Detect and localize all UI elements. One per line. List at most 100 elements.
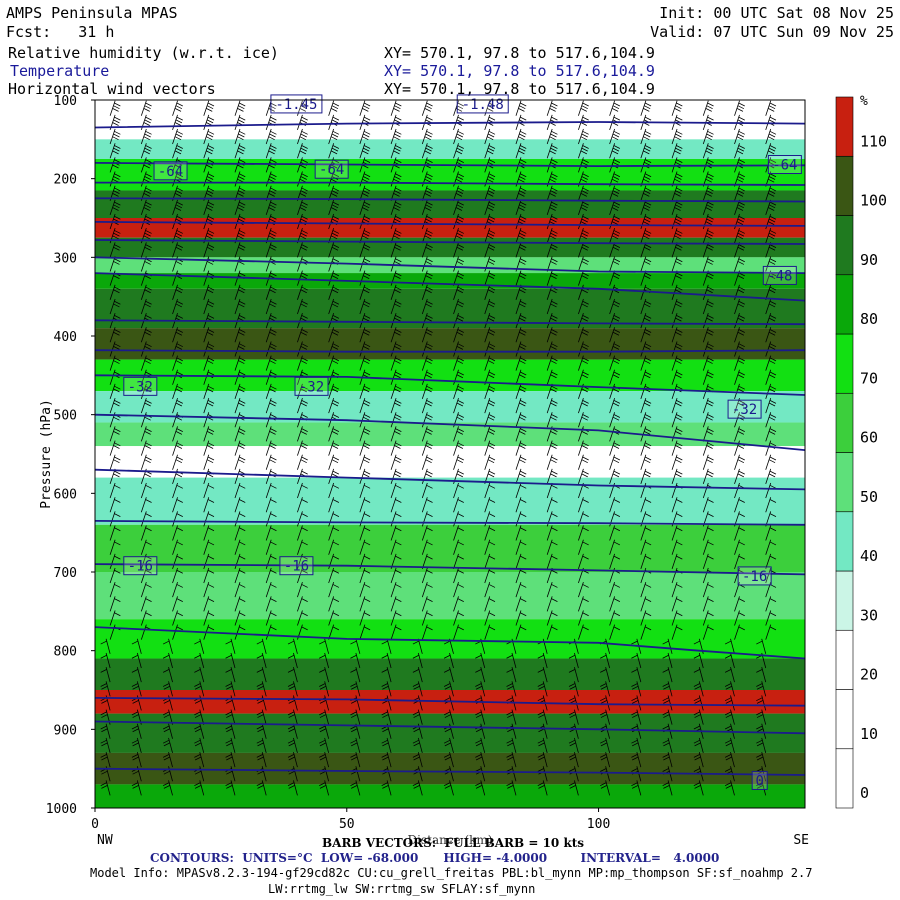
wind-barb — [484, 242, 496, 258]
wind-barb-flag — [288, 785, 295, 789]
colorbar-label: 40 — [860, 547, 878, 565]
wind-barb-flag — [145, 286, 152, 291]
wind-barb-flag — [706, 176, 713, 180]
wind-barb-flag — [644, 626, 652, 631]
wind-barb — [475, 751, 486, 768]
wind-barb — [515, 454, 527, 470]
wind-barb — [600, 751, 611, 768]
wind-barb-flag — [580, 178, 588, 183]
wind-barb-flag — [456, 331, 464, 336]
wind-barb-flag — [507, 756, 514, 761]
wind-barb-flag — [426, 399, 433, 404]
wind-barb — [609, 327, 621, 343]
wind-barb — [162, 638, 173, 654]
wind-barb-flag — [488, 145, 496, 149]
wind-barb — [421, 596, 433, 612]
wind-barb-flag — [206, 360, 214, 364]
wind-barb — [319, 780, 330, 796]
wind-barb-flag — [612, 402, 620, 407]
wind-barb-flag — [613, 414, 621, 418]
wind-barb-flag — [394, 176, 401, 180]
wind-barb — [515, 341, 527, 357]
wind-barb-flag — [206, 119, 214, 124]
wind-barb — [203, 327, 215, 343]
wind-barb-flag — [395, 484, 402, 489]
wind-barb-flag — [395, 300, 402, 305]
wind-barb-flag — [425, 261, 432, 265]
contour-label: -64 — [772, 158, 797, 174]
wind-barb-flag — [239, 612, 246, 617]
wind-barb-flag — [350, 753, 357, 758]
wind-barb-flag — [737, 445, 745, 449]
wind-barb-flag — [675, 176, 682, 180]
wind-barb — [453, 610, 464, 626]
wind-barb-flag — [143, 122, 150, 126]
wind-barb-flag — [395, 513, 402, 517]
wind-barb-flag — [550, 246, 557, 251]
wind-barb-flag — [537, 782, 544, 787]
wind-barb — [265, 624, 277, 640]
wind-barb-flag — [332, 116, 340, 121]
wind-barb — [702, 610, 714, 626]
wind-barb-flag — [270, 513, 277, 517]
wind-barb — [756, 638, 767, 654]
wind-barb-flag — [611, 136, 619, 141]
wind-barb-flag — [207, 385, 215, 390]
wind-barb — [640, 256, 652, 272]
colorbar-label: 20 — [860, 666, 878, 684]
wind-barb-flag — [644, 357, 652, 362]
wind-barb — [734, 355, 745, 371]
wind-barb — [453, 369, 464, 385]
wind-barb — [100, 681, 111, 697]
wind-barb — [381, 652, 392, 669]
wind-barb-flag — [644, 555, 652, 560]
wind-barb — [203, 440, 215, 456]
wind-barb-flag — [114, 230, 121, 234]
wind-barb-flag — [239, 315, 246, 319]
wind-barb-flag — [114, 371, 121, 376]
wind-barb — [350, 737, 361, 754]
wind-barb-flag — [676, 513, 683, 517]
wind-barb-flag — [426, 541, 433, 546]
wind-barb — [546, 228, 558, 244]
wind-barb — [265, 567, 277, 584]
wind-barb-flag — [518, 235, 525, 240]
wind-barb-flag — [270, 414, 277, 418]
wind-barb-flag — [662, 711, 669, 716]
wind-barb-flag — [551, 244, 558, 248]
wind-barb-flag — [519, 218, 526, 223]
wind-barb — [640, 553, 652, 569]
wind-barb-flag — [363, 459, 370, 464]
wind-barb-flag — [487, 416, 495, 421]
wind-barb-flag — [456, 431, 464, 435]
wind-barb — [328, 298, 340, 315]
wind-barb-flag — [226, 714, 233, 718]
wind-barb-flag — [426, 456, 433, 461]
wind-barb-flag — [488, 230, 496, 234]
wind-barb — [631, 695, 642, 711]
wind-barb-flag — [443, 753, 451, 758]
wind-barb-flag — [395, 414, 402, 418]
wind-barb — [359, 185, 371, 201]
wind-barb — [328, 596, 340, 612]
wind-barb-flag — [613, 428, 621, 433]
wind-barb-flag — [737, 275, 745, 279]
wind-barb — [319, 723, 330, 739]
wind-barb — [390, 482, 402, 499]
contour-label-box — [123, 376, 158, 396]
wind-barb-flag — [288, 770, 295, 775]
wind-barb-flag — [301, 187, 308, 192]
wind-barb — [319, 709, 330, 725]
wind-barb-flag — [644, 428, 652, 433]
wind-barb-flag — [145, 442, 152, 447]
wind-barb — [359, 567, 371, 584]
wind-barb-flag — [644, 145, 652, 149]
wind-barb-flag — [738, 173, 745, 178]
wind-barb-flag — [426, 612, 433, 617]
wind-barb-flag — [301, 315, 308, 319]
wind-barb-flag — [269, 445, 276, 449]
wind-barb-flag — [394, 388, 401, 393]
wind-barb — [234, 539, 246, 555]
wind-barb-flag — [488, 315, 496, 319]
wind-barb — [359, 199, 371, 215]
